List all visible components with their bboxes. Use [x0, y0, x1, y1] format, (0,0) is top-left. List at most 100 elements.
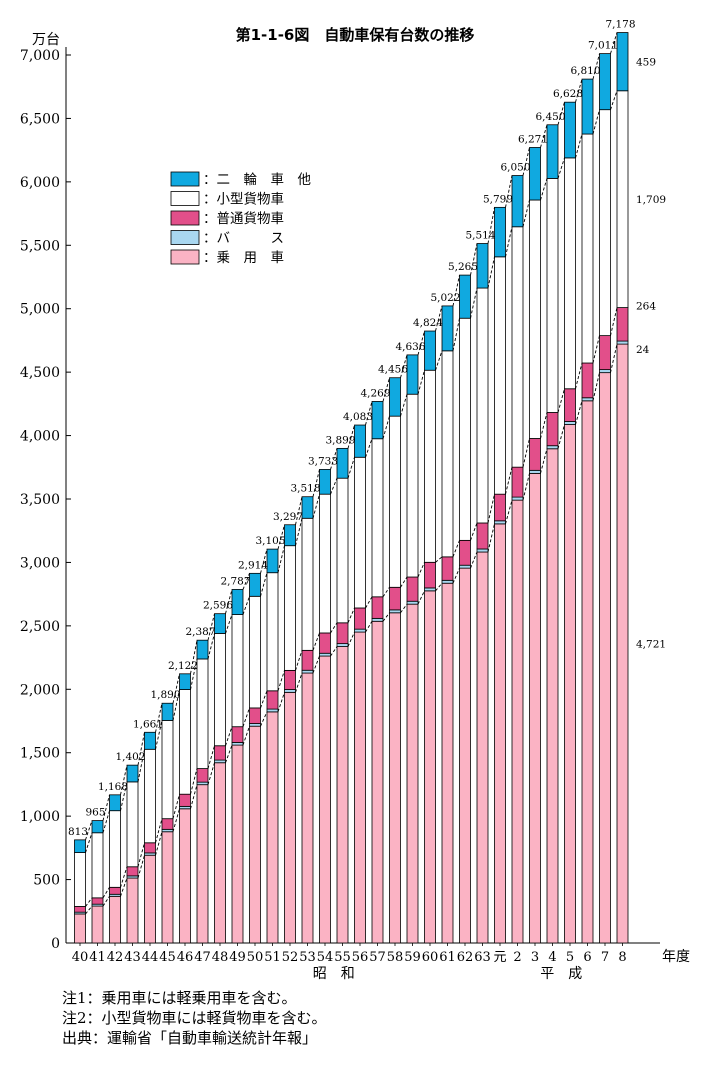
x-tick-label: 56	[352, 950, 369, 965]
bar-segment	[476, 551, 489, 944]
total-label: 2,122	[168, 660, 198, 672]
bar-segment	[494, 520, 506, 525]
total-label: 6,271	[518, 133, 548, 145]
trend-dashed-lines	[85, 32, 618, 915]
bar-segment	[284, 691, 296, 944]
bar-segment	[529, 199, 541, 439]
footnote-2: 注2：小型貨物車には軽貨物車を含む。	[62, 1009, 327, 1027]
legend-swatch	[170, 191, 200, 206]
bar-segment	[371, 617, 384, 622]
right-annotations: 459 1,709 264 24 4,721	[636, 57, 666, 651]
x-tick-label: 元	[493, 950, 506, 965]
total-label: 1,168	[98, 781, 128, 793]
trend-line	[85, 90, 618, 853]
bar-56	[354, 424, 366, 944]
bar-4	[546, 124, 559, 944]
bar-segment	[616, 32, 629, 92]
bar-segment	[231, 744, 244, 944]
legend: ：二 輪 車 他 ：小型貨物車 ：普通貨物車 ：バ ス ：乗 用 車	[170, 171, 311, 266]
bar-segment	[371, 596, 384, 619]
bar-segment	[144, 748, 156, 844]
legend-label: ：小型貨物車	[203, 191, 284, 208]
right-annotation: 24	[636, 344, 650, 356]
total-label: 3,518	[290, 483, 320, 495]
bar-segment	[581, 78, 594, 135]
bar-segment	[546, 448, 559, 944]
bars	[74, 32, 629, 944]
bar-41	[91, 820, 104, 944]
bar-segment	[459, 539, 471, 566]
legend-label: ：普通貨物車	[203, 210, 284, 227]
bar-segment	[564, 421, 576, 425]
bar-segment	[91, 897, 104, 905]
bar-segment	[214, 762, 226, 944]
bar-segment	[371, 401, 384, 440]
bar-segment	[459, 274, 471, 319]
total-label: 6,628	[553, 88, 583, 100]
bar-segment	[249, 572, 261, 597]
bar-segment	[459, 317, 471, 541]
bar-segment	[109, 895, 121, 944]
bar-62	[459, 274, 471, 944]
bar-segment	[546, 445, 559, 450]
bar-segment	[616, 90, 629, 308]
bar-segment	[354, 424, 366, 458]
bar-segment	[284, 524, 296, 547]
bar-segment	[494, 206, 506, 258]
bar-segment	[441, 582, 454, 944]
bar-segment	[231, 614, 244, 728]
bar-segment	[389, 609, 401, 614]
x-tick-label: 43	[124, 950, 141, 965]
x-tick-label: 54	[317, 950, 334, 965]
bar-segment	[161, 702, 174, 721]
bar-segment	[91, 832, 104, 899]
trend-line	[85, 32, 618, 841]
bar-segment	[476, 243, 489, 289]
bar-segment	[91, 820, 104, 834]
bar-segment	[494, 523, 506, 944]
bar-segment	[581, 400, 594, 944]
bar-segment	[214, 613, 226, 634]
total-label: 2,787	[220, 575, 250, 587]
bar-segment	[249, 707, 261, 724]
bar-segment	[266, 572, 279, 692]
trend-line	[85, 307, 618, 907]
y-tick-label: 2,500	[20, 619, 60, 635]
bar-segment	[179, 689, 191, 795]
bar-58	[389, 377, 401, 944]
x-tick-label: 47	[194, 950, 211, 965]
bar-segment	[406, 600, 419, 605]
bar-43	[126, 764, 139, 944]
bar-segment	[196, 658, 209, 769]
bar-segment	[616, 343, 629, 944]
x-tick-label: 5	[566, 950, 574, 965]
bar-segment	[476, 548, 489, 553]
bar-segment	[284, 545, 296, 671]
bar-segment	[301, 649, 314, 671]
bar-segment	[564, 101, 576, 159]
legend-swatch	[170, 230, 200, 245]
x-tick-label: 45	[159, 950, 176, 965]
x-tick-label: 44	[142, 950, 159, 965]
bar-segment	[529, 147, 541, 201]
bar-segment	[319, 469, 331, 495]
bar-segment	[336, 646, 349, 944]
total-label: 3,899	[325, 434, 355, 446]
x-tick-labels: 40 41 42 43 44 45 46 47 48 49 50 51 52 53 54 55 56 57 58 59…	[72, 943, 627, 982]
bar-segment	[424, 590, 436, 944]
right-annotation: 264	[636, 301, 656, 313]
bar-segment	[161, 818, 174, 830]
bar-segment	[161, 831, 174, 944]
bar-segment	[564, 388, 576, 422]
bar-48	[214, 613, 226, 944]
x-tick-label: 62	[457, 950, 474, 965]
right-annotation: 1,709	[636, 194, 666, 206]
bar-63	[476, 243, 489, 944]
bar-segment	[529, 469, 541, 474]
legend-swatch	[170, 210, 200, 226]
bar-segment	[319, 632, 331, 654]
bar-segment	[231, 589, 244, 615]
bar-segment	[441, 579, 454, 584]
legend-label: ：乗 用 車	[203, 250, 284, 266]
bar-segment	[581, 397, 594, 402]
